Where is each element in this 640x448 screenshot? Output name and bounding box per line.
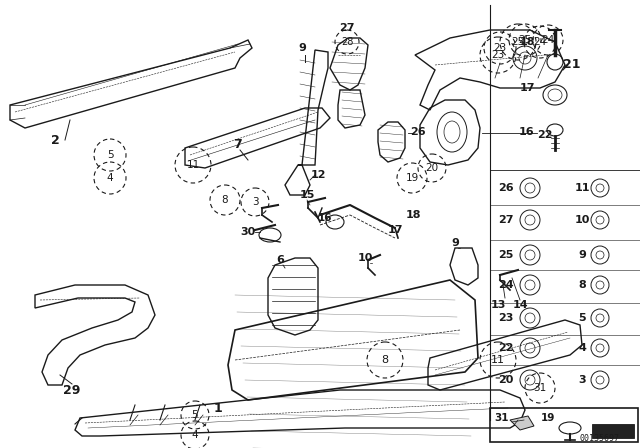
Bar bbox=[490, 408, 638, 442]
Text: 27: 27 bbox=[499, 215, 514, 225]
Text: 30: 30 bbox=[241, 227, 255, 237]
Text: 4: 4 bbox=[107, 173, 113, 183]
Text: 3: 3 bbox=[578, 375, 586, 385]
Text: 4: 4 bbox=[578, 343, 586, 353]
Text: 24: 24 bbox=[533, 37, 547, 47]
Text: 27: 27 bbox=[339, 23, 355, 33]
Text: 25: 25 bbox=[511, 37, 525, 47]
Text: 17: 17 bbox=[519, 83, 535, 93]
Bar bbox=[592, 424, 634, 438]
Text: 9: 9 bbox=[578, 250, 586, 260]
Text: 16: 16 bbox=[317, 213, 332, 223]
Text: 10: 10 bbox=[357, 253, 372, 263]
Text: 12: 12 bbox=[310, 170, 326, 180]
Text: 21: 21 bbox=[563, 59, 580, 72]
Text: 20: 20 bbox=[499, 375, 514, 385]
Text: 11: 11 bbox=[186, 160, 200, 170]
Text: 22: 22 bbox=[537, 130, 553, 140]
Text: 28: 28 bbox=[341, 37, 353, 47]
Text: 26: 26 bbox=[498, 183, 514, 193]
Text: 10: 10 bbox=[574, 215, 589, 225]
Text: 29: 29 bbox=[63, 383, 81, 396]
Text: 3: 3 bbox=[252, 197, 259, 207]
Text: 19: 19 bbox=[541, 413, 555, 423]
Text: 31: 31 bbox=[533, 383, 547, 393]
Polygon shape bbox=[510, 416, 534, 430]
Text: 7: 7 bbox=[234, 138, 243, 151]
Text: 1: 1 bbox=[214, 401, 222, 414]
Text: 22: 22 bbox=[499, 343, 514, 353]
Text: 5: 5 bbox=[107, 150, 113, 160]
Text: 23: 23 bbox=[492, 50, 504, 60]
Text: 23: 23 bbox=[499, 313, 514, 323]
Text: 00135697: 00135697 bbox=[580, 434, 620, 443]
Text: 5: 5 bbox=[192, 410, 198, 420]
Text: 8: 8 bbox=[221, 195, 228, 205]
Text: 14: 14 bbox=[512, 300, 528, 310]
Text: 18: 18 bbox=[405, 210, 420, 220]
Text: 18: 18 bbox=[519, 37, 535, 47]
Text: 8: 8 bbox=[578, 280, 586, 290]
Text: 9: 9 bbox=[298, 43, 306, 53]
Text: 20: 20 bbox=[426, 163, 438, 173]
Text: 24: 24 bbox=[541, 35, 555, 45]
Text: 5: 5 bbox=[578, 313, 586, 323]
Text: 31: 31 bbox=[495, 413, 509, 423]
Text: 11: 11 bbox=[574, 183, 589, 193]
Text: 24: 24 bbox=[498, 280, 514, 290]
Text: 4: 4 bbox=[192, 430, 198, 440]
Text: 25: 25 bbox=[499, 250, 514, 260]
Text: 13: 13 bbox=[490, 300, 506, 310]
Text: 17: 17 bbox=[387, 225, 403, 235]
Text: 9: 9 bbox=[451, 238, 459, 248]
Text: 26: 26 bbox=[410, 127, 426, 137]
Text: 16: 16 bbox=[519, 127, 535, 137]
Text: 11: 11 bbox=[491, 355, 505, 365]
Text: 19: 19 bbox=[405, 173, 419, 183]
Text: 8: 8 bbox=[381, 355, 388, 365]
Text: 2: 2 bbox=[51, 134, 60, 146]
Text: 23: 23 bbox=[493, 43, 507, 53]
Text: 15: 15 bbox=[300, 190, 315, 200]
Text: 6: 6 bbox=[276, 255, 284, 265]
Text: 25: 25 bbox=[518, 35, 532, 45]
